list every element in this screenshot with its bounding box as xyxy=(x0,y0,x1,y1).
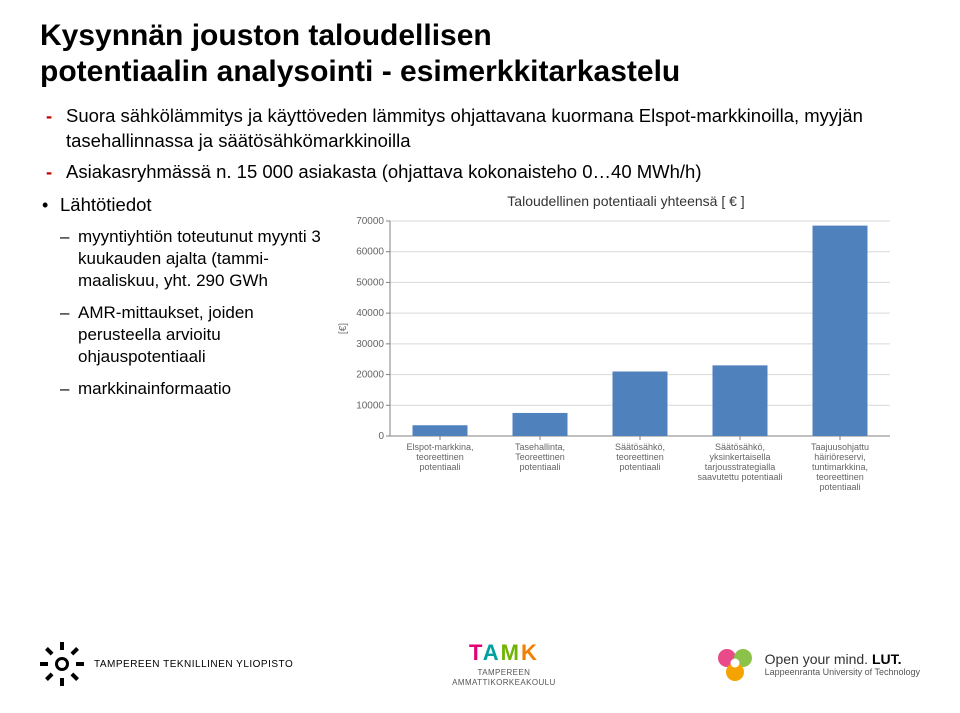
logo-lut: Open your mind. LUT. Lappeenranta Univer… xyxy=(715,644,920,684)
lut-line2: Lappeenranta University of Technology xyxy=(765,667,920,677)
svg-text:30000: 30000 xyxy=(356,339,384,350)
logo-tut-text: TAMPEREEN TEKNILLINEN YLIOPISTO xyxy=(94,659,293,670)
sub-item: AMR-mittaukset, joiden perusteella arvio… xyxy=(60,302,322,368)
sub-item-list: myyntiyhtiön toteutunut myynti 3 kuukaud… xyxy=(60,226,322,401)
sub-item: markkinainformaatio xyxy=(60,378,322,400)
gear-icon xyxy=(40,642,84,686)
svg-text:Teoreettinen: Teoreettinen xyxy=(515,452,565,462)
svg-text:yksinkertaisella: yksinkertaisella xyxy=(709,452,770,462)
svg-text:[€]: [€] xyxy=(338,323,349,334)
logo-tamk-text: TAMPEREENAMMATTIKORKEAKOULU xyxy=(452,668,556,687)
svg-text:saavutettu potentiaali: saavutettu potentiaali xyxy=(697,472,782,482)
bar-chart: Taloudellinen potentiaali yhteensä [ € ]… xyxy=(332,193,920,523)
svg-text:Elspot-markkina,: Elspot-markkina, xyxy=(406,442,473,452)
svg-text:50000: 50000 xyxy=(356,277,384,288)
svg-text:potentiaali: potentiaali xyxy=(519,462,560,472)
lut-flower-icon xyxy=(715,644,755,684)
logo-tut: TAMPEREEN TEKNILLINEN YLIOPISTO xyxy=(40,642,293,686)
svg-text:tarjousstrategialla: tarjousstrategialla xyxy=(705,462,776,472)
sub-heading-list: Lähtötiedot xyxy=(40,193,322,218)
svg-text:Tasehallinta,: Tasehallinta, xyxy=(515,442,565,452)
svg-text:20000: 20000 xyxy=(356,369,384,380)
svg-text:10000: 10000 xyxy=(356,400,384,411)
title-line2: potentiaalin analysointi - esimerkkitark… xyxy=(40,55,680,88)
svg-text:0: 0 xyxy=(378,431,384,442)
page-title: Kysynnän jouston taloudellisen potentiaa… xyxy=(40,18,920,90)
sub-item: myyntiyhtiön toteutunut myynti 3 kuukaud… xyxy=(60,226,322,292)
svg-text:40000: 40000 xyxy=(356,308,384,319)
lut-line1a: Open your mind. xyxy=(765,651,872,667)
main-bullet-list: Suora sähkölämmitys ja käyttöveden lämmi… xyxy=(40,104,920,185)
svg-text:teoreettinen: teoreettinen xyxy=(416,452,464,462)
title-line1: Kysynnän jouston taloudellisen xyxy=(40,19,492,52)
bullet-item: Suora sähkölämmitys ja käyttöveden lämmi… xyxy=(40,104,920,154)
svg-text:Säätösähkö,: Säätösähkö, xyxy=(615,442,665,452)
logo-tamk-mark: TAMK xyxy=(469,640,539,666)
footer-logos: TAMPEREEN TEKNILLINEN YLIOPISTO TAMK TAM… xyxy=(0,625,960,703)
lut-line1b: LUT. xyxy=(872,651,902,667)
svg-text:70000: 70000 xyxy=(356,216,384,227)
svg-text:potentiaali: potentiaali xyxy=(419,462,460,472)
svg-text:potentiaali: potentiaali xyxy=(619,462,660,472)
chart-title: Taloudellinen potentiaali yhteensä [ € ] xyxy=(332,193,920,209)
svg-text:Taajuusohjattu: Taajuusohjattu xyxy=(811,442,869,452)
svg-text:60000: 60000 xyxy=(356,247,384,258)
bullet-item: Asiakasryhmässä n. 15 000 asiakasta (ohj… xyxy=(40,160,920,185)
svg-text:häiriöreservi,: häiriöreservi, xyxy=(814,452,866,462)
sub-heading: Lähtötiedot xyxy=(40,193,322,218)
svg-text:tuntimarkkina,: tuntimarkkina, xyxy=(812,462,868,472)
logo-tamk: TAMK TAMPEREENAMMATTIKORKEAKOULU xyxy=(452,640,556,687)
svg-text:potentiaali: potentiaali xyxy=(819,482,860,492)
svg-text:Säätösähkö,: Säätösähkö, xyxy=(715,442,765,452)
logo-lut-text: Open your mind. LUT. Lappeenranta Univer… xyxy=(765,651,920,677)
svg-text:teoreettinen: teoreettinen xyxy=(616,452,664,462)
svg-text:teoreettinen: teoreettinen xyxy=(816,472,864,482)
chart-svg: 0 10000 20000 30000 40000 50000 60000 70000 [€] E… xyxy=(332,215,912,525)
